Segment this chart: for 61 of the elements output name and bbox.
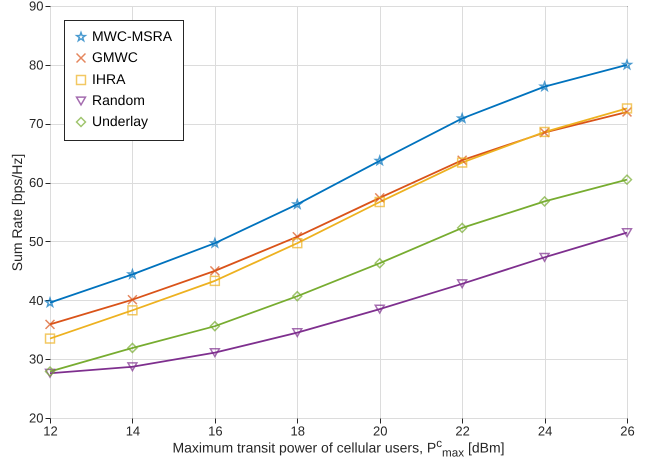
- point: [44, 366, 56, 377]
- point: [456, 279, 468, 288]
- x-tick-label: 12: [43, 424, 58, 438]
- point: [539, 252, 550, 262]
- point: [210, 238, 220, 248]
- y-tick-label: 20: [29, 410, 44, 426]
- point: [456, 154, 468, 166]
- point: [292, 238, 303, 248]
- x-tick-label: 20: [372, 424, 388, 438]
- point: [374, 192, 385, 204]
- x-tick-label: 18: [290, 424, 306, 438]
- y-tick-label: 80: [29, 57, 44, 72]
- point: [127, 305, 138, 316]
- point: [210, 320, 220, 332]
- x-tick-label: 22: [455, 424, 470, 438]
- point: [622, 174, 632, 185]
- x-tick-label: 26: [620, 424, 635, 438]
- point: [44, 297, 56, 308]
- point: [210, 348, 220, 358]
- point: [374, 156, 385, 166]
- x-axis-title: Maximum transit power of cellular users, P$^{c}$$_{max}$ [dBm]: [171, 437, 506, 460]
- y-tick-label: 30: [29, 352, 44, 367]
- y-tick-label: 90: [29, 0, 44, 14]
- point: [292, 199, 302, 209]
- point: [292, 232, 303, 242]
- y-tick-label: 50: [29, 234, 44, 249]
- point: [374, 196, 385, 208]
- point: [456, 157, 468, 168]
- point: [456, 222, 468, 234]
- point: [622, 228, 632, 238]
- point: [127, 294, 138, 305]
- point: [292, 328, 303, 338]
- point: [457, 113, 468, 123]
- point: [44, 368, 56, 378]
- y-tick-label: 70: [29, 116, 44, 132]
- point: [44, 333, 56, 344]
- y-axis-title: Sum Rate [bps/Hz]: [9, 154, 26, 272]
- y-tick-label: 40: [29, 292, 44, 308]
- point: [622, 60, 632, 70]
- legend-label: GMWC: [92, 49, 138, 65]
- legend-label: Random: [92, 92, 145, 108]
- point: [374, 258, 385, 268]
- y-tick-label: 60: [29, 175, 44, 190]
- point: [539, 196, 550, 207]
- point: [622, 103, 632, 114]
- point: [127, 269, 138, 279]
- point: [210, 266, 220, 276]
- point: [374, 304, 385, 314]
- x-tick-label: 14: [126, 424, 140, 438]
- point: [540, 81, 550, 91]
- point: [127, 362, 138, 372]
- x-tick-label: 16: [208, 424, 223, 438]
- legend-label: MWC-MSRA: [92, 28, 173, 44]
- point: [44, 319, 56, 330]
- point: [127, 342, 138, 354]
- point: [292, 290, 303, 302]
- legend-label: IHRA: [92, 71, 126, 87]
- x-tick-label: 24: [538, 424, 552, 438]
- point: [622, 106, 632, 118]
- point: [210, 276, 220, 286]
- legend-label: Underlay: [92, 113, 148, 129]
